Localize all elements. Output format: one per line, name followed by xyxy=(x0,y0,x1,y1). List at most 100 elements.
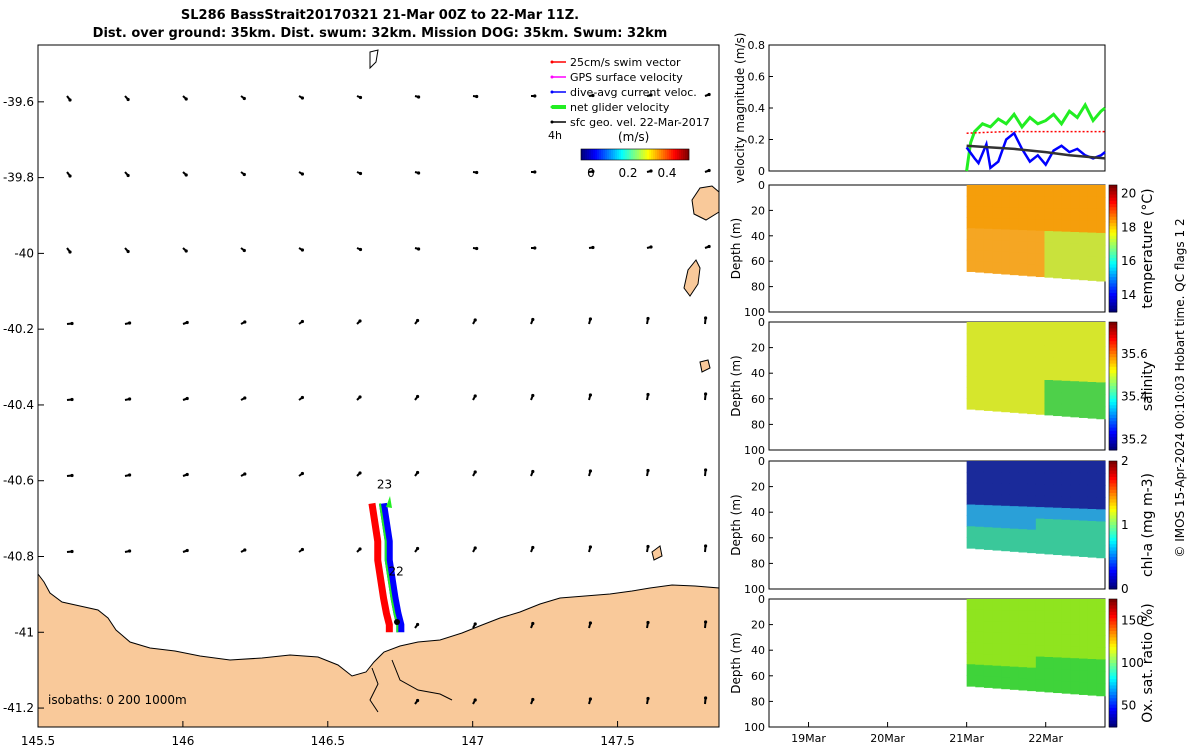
salinity-cell xyxy=(1027,379,1037,392)
temperature-cell xyxy=(975,217,985,230)
oxygen-colorbar-swatch xyxy=(1109,704,1117,709)
oxygen-cell xyxy=(992,665,1002,678)
oxygen-cell xyxy=(966,642,976,654)
temperature-cell xyxy=(975,239,985,251)
oxygen-cell xyxy=(1018,655,1028,668)
colorbar-swatch xyxy=(655,149,658,160)
island xyxy=(683,259,701,297)
temperature-cell xyxy=(1070,208,1080,221)
legend-entry: sfc geo. vel. 22-Mar-2017 xyxy=(570,116,710,129)
oxygen-cell xyxy=(975,642,985,655)
oxygen-cell xyxy=(1027,644,1037,657)
salinity-cell xyxy=(1018,401,1028,414)
chl-a-cell xyxy=(1001,483,1011,496)
salinity-cell xyxy=(1070,381,1080,394)
salinity-cell xyxy=(983,355,994,367)
oxygen-cell xyxy=(975,653,985,666)
temperature-cell xyxy=(983,185,994,197)
oxygen-cell xyxy=(975,599,985,611)
current-arrow-head xyxy=(531,317,535,322)
chl-a-cell xyxy=(975,471,985,484)
chl-a-colorbar-swatch xyxy=(1109,464,1117,468)
current-arrow-head xyxy=(242,172,246,177)
salinity-cell xyxy=(1053,380,1063,393)
oxygen-cell xyxy=(983,632,994,644)
oxygen-cell xyxy=(1070,599,1080,612)
chl-a-cell xyxy=(975,493,985,506)
temperature-colorbar-swatch xyxy=(1109,248,1117,253)
chl-a-cell xyxy=(1053,507,1063,520)
temperature-cell xyxy=(1070,255,1080,268)
chl-a-cell xyxy=(1096,533,1106,547)
oxygen-cell xyxy=(1035,599,1046,612)
temperature-cell xyxy=(1079,255,1089,269)
chl-a-cell xyxy=(1087,521,1097,534)
chl-a-cell xyxy=(1053,496,1063,509)
colorbar-swatch xyxy=(679,149,682,160)
chl-a-cell xyxy=(1079,496,1089,510)
current-arrow-head xyxy=(300,248,304,252)
y-tick-label: -40 xyxy=(14,246,34,260)
island xyxy=(369,49,379,70)
chl-a-cell xyxy=(975,537,985,550)
temperature-cell xyxy=(1018,218,1028,231)
chl-a-cell xyxy=(1044,530,1054,543)
chl-a-cell xyxy=(1001,461,1011,473)
oxygen-cell xyxy=(992,643,1002,656)
oxygen-colorbar-swatch xyxy=(1109,650,1117,654)
salinity-cell xyxy=(966,322,976,334)
current-arrow-head xyxy=(588,469,593,473)
salinity-cell xyxy=(1061,357,1072,370)
current-arrow-head xyxy=(531,621,535,626)
chl-a-colorbar-swatch xyxy=(1109,579,1117,584)
chl-a-cell xyxy=(992,461,1002,473)
salinity-cell xyxy=(992,333,1002,345)
chl-a-cell xyxy=(1061,508,1072,521)
salinity-cell xyxy=(975,365,985,378)
oxygen-cell xyxy=(1009,644,1020,656)
salinity-colorbar-swatch xyxy=(1109,376,1117,381)
salinity-cell xyxy=(1009,367,1020,379)
oxygen-cell xyxy=(975,609,985,622)
current-arrow-head xyxy=(707,168,711,173)
temperature-colorbar-swatch xyxy=(1109,258,1117,262)
chl-a-cell xyxy=(1009,517,1020,530)
temperature-cell xyxy=(983,217,994,230)
current-arrow-head xyxy=(591,169,595,174)
oxygen-cell xyxy=(1027,656,1037,669)
chl-a-cell xyxy=(1096,485,1106,498)
oxygen-cell xyxy=(1070,658,1080,671)
current-arrow-head xyxy=(68,250,72,254)
oxygen-cell xyxy=(1044,668,1054,681)
temperature-cell xyxy=(1027,264,1037,277)
colorbar-swatch xyxy=(605,149,608,160)
salinity-cell xyxy=(1061,392,1072,405)
colorbar-swatch xyxy=(581,149,584,160)
temperature-cell xyxy=(1027,196,1037,209)
oxygen-cell xyxy=(1035,622,1046,635)
temperature-cell xyxy=(1079,208,1089,222)
current-arrow-head xyxy=(243,320,247,324)
salinity-cell xyxy=(1070,393,1080,406)
salinity-cell xyxy=(1070,345,1080,359)
current-arrow-head xyxy=(68,98,72,102)
colorbar-swatch xyxy=(621,149,624,160)
oxygen-cell xyxy=(1079,634,1089,648)
chl-a-cell xyxy=(1001,494,1011,507)
oxygen-cell xyxy=(1053,634,1063,647)
oxygen-colorbar-swatch xyxy=(1109,688,1117,693)
y-tick-label: 100 xyxy=(744,306,765,319)
chl-a-colorbar-swatch xyxy=(1109,505,1117,510)
salinity-cell xyxy=(1009,322,1020,334)
chl-a-cell xyxy=(983,505,994,517)
chl-a-cell xyxy=(1079,472,1089,486)
current-arrow-head xyxy=(185,320,189,325)
chl-a-colorbar-swatch xyxy=(1109,585,1117,590)
oxygen-colorbar-swatch xyxy=(1109,615,1117,619)
chl-a-cell xyxy=(1035,507,1046,520)
day-label: 22 xyxy=(388,565,403,579)
temperature-cell xyxy=(1079,267,1089,281)
temperature-cell xyxy=(966,249,976,262)
oxygen-colorbar-swatch xyxy=(1109,666,1117,670)
